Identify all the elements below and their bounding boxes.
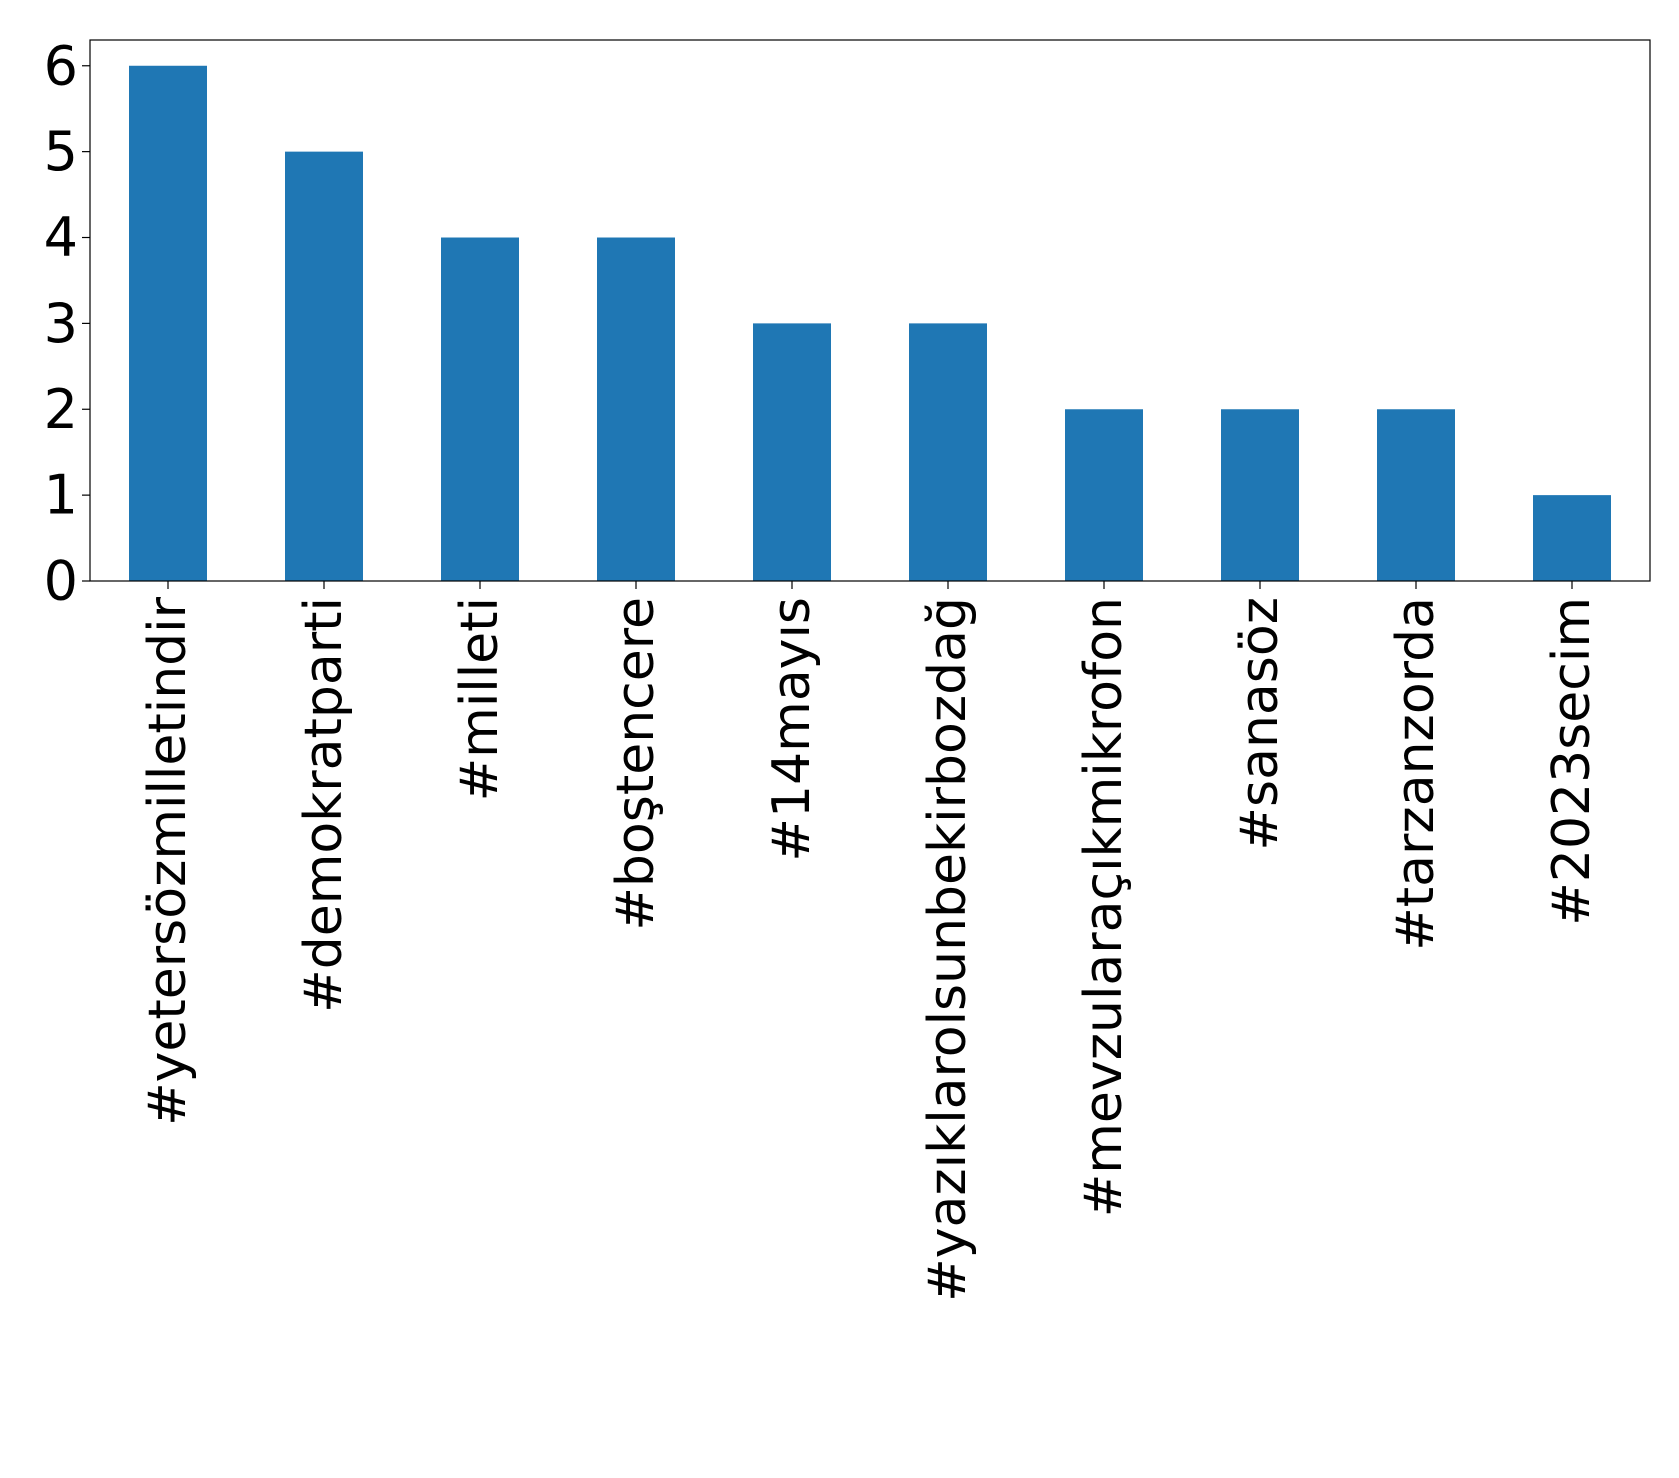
bar <box>753 323 831 581</box>
x-tick-label: #boştencere <box>606 597 666 931</box>
bar <box>1533 495 1611 581</box>
x-tick-label: #tarzanzorda <box>1386 597 1446 951</box>
bar <box>597 237 675 581</box>
bar <box>1221 409 1299 581</box>
y-tick-label: 6 <box>44 34 78 97</box>
bar <box>1065 409 1143 581</box>
bar <box>285 151 363 581</box>
x-tick-label: #mevzularaçıkmikrofon <box>1074 597 1134 1217</box>
x-tick-label: #sanasöz <box>1230 597 1290 851</box>
y-tick-label: 3 <box>44 292 78 355</box>
bar <box>1377 409 1455 581</box>
y-tick-label: 5 <box>44 120 78 183</box>
x-tick-label: #milleti <box>450 597 510 801</box>
y-axis: 0 1 2 3 4 5 6 <box>44 34 90 613</box>
x-tick-label: #14mayıs <box>762 597 822 862</box>
bar <box>909 323 987 581</box>
x-tick-label: #2023secim <box>1542 597 1602 926</box>
y-tick-label: 1 <box>44 464 78 527</box>
y-tick-label: 0 <box>44 550 78 613</box>
y-tick-label: 4 <box>44 206 78 269</box>
plot-frame <box>89 39 1651 582</box>
bars-layer <box>129 65 1611 581</box>
bar <box>441 237 519 581</box>
x-axis: #yetersözmilletindir #demokratparti #mille… <box>138 581 1602 1302</box>
y-tick-label: 2 <box>44 378 78 441</box>
bar <box>129 65 207 581</box>
x-tick-label: #demokratparti <box>294 597 354 1013</box>
x-tick-label: #yazıklarolsunbekirbozdağ <box>918 597 978 1302</box>
x-tick-label: #yetersözmilletindir <box>138 596 198 1126</box>
